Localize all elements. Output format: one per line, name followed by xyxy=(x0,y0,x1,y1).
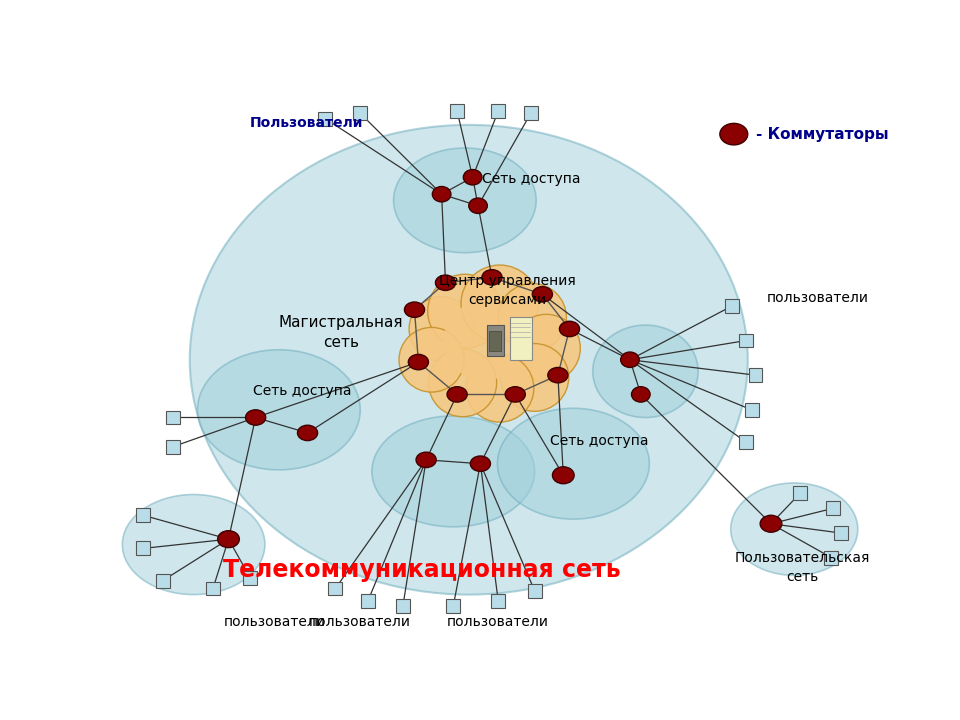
FancyBboxPatch shape xyxy=(450,104,464,118)
Text: пользователи: пользователи xyxy=(767,291,869,305)
Text: Сеть доступа: Сеть доступа xyxy=(482,172,580,186)
Text: Телекоммуникационная сеть: Телекоммуникационная сеть xyxy=(224,558,621,582)
FancyBboxPatch shape xyxy=(319,112,332,126)
FancyBboxPatch shape xyxy=(489,331,501,351)
Ellipse shape xyxy=(408,354,428,370)
FancyBboxPatch shape xyxy=(396,599,410,613)
Ellipse shape xyxy=(532,287,552,302)
Ellipse shape xyxy=(632,387,650,402)
FancyBboxPatch shape xyxy=(446,599,460,613)
Text: пользователи: пользователи xyxy=(224,615,326,629)
Circle shape xyxy=(428,349,496,417)
Ellipse shape xyxy=(122,495,265,595)
Text: Сеть доступа: Сеть доступа xyxy=(550,433,648,448)
FancyBboxPatch shape xyxy=(524,107,538,120)
FancyBboxPatch shape xyxy=(136,541,150,555)
FancyBboxPatch shape xyxy=(166,410,180,424)
Circle shape xyxy=(409,297,474,361)
Ellipse shape xyxy=(464,169,482,185)
Text: Пользователи: Пользователи xyxy=(251,117,364,130)
FancyBboxPatch shape xyxy=(487,325,504,356)
Ellipse shape xyxy=(720,123,748,145)
Ellipse shape xyxy=(198,350,360,470)
FancyBboxPatch shape xyxy=(353,107,368,120)
FancyBboxPatch shape xyxy=(156,574,170,588)
FancyBboxPatch shape xyxy=(166,440,180,454)
Ellipse shape xyxy=(548,367,568,383)
FancyBboxPatch shape xyxy=(528,584,541,598)
Text: Сеть доступа: Сеть доступа xyxy=(252,384,351,397)
Ellipse shape xyxy=(621,352,639,367)
FancyBboxPatch shape xyxy=(206,582,220,595)
FancyBboxPatch shape xyxy=(510,318,532,360)
Ellipse shape xyxy=(190,125,748,595)
FancyBboxPatch shape xyxy=(794,486,807,500)
Ellipse shape xyxy=(416,452,436,467)
FancyBboxPatch shape xyxy=(834,526,848,540)
Text: пользователи: пользователи xyxy=(309,615,411,629)
Text: Пользовательская
сеть: Пользовательская сеть xyxy=(734,552,870,584)
Ellipse shape xyxy=(372,416,535,527)
Ellipse shape xyxy=(482,270,502,285)
FancyBboxPatch shape xyxy=(739,333,754,348)
Ellipse shape xyxy=(246,410,266,426)
FancyBboxPatch shape xyxy=(243,571,257,585)
Ellipse shape xyxy=(552,467,574,484)
Ellipse shape xyxy=(394,148,537,253)
Ellipse shape xyxy=(592,325,698,418)
FancyBboxPatch shape xyxy=(725,299,739,312)
Text: пользователи: пользователи xyxy=(447,615,549,629)
Ellipse shape xyxy=(470,456,491,472)
Ellipse shape xyxy=(404,302,424,318)
Ellipse shape xyxy=(298,426,318,441)
FancyBboxPatch shape xyxy=(492,594,505,608)
FancyBboxPatch shape xyxy=(328,582,343,595)
Text: - Коммутаторы: - Коммутаторы xyxy=(756,127,888,142)
FancyBboxPatch shape xyxy=(745,403,758,417)
Circle shape xyxy=(444,300,524,381)
Ellipse shape xyxy=(760,516,781,532)
Circle shape xyxy=(498,284,566,351)
FancyBboxPatch shape xyxy=(136,508,150,522)
Circle shape xyxy=(427,274,502,348)
FancyBboxPatch shape xyxy=(826,501,840,516)
Circle shape xyxy=(399,328,464,392)
Circle shape xyxy=(500,343,568,411)
Ellipse shape xyxy=(505,387,525,402)
FancyBboxPatch shape xyxy=(361,594,375,608)
Ellipse shape xyxy=(468,198,488,213)
Text: Магистральная
сеть: Магистральная сеть xyxy=(278,315,403,350)
Ellipse shape xyxy=(731,483,858,575)
Ellipse shape xyxy=(447,387,468,402)
Circle shape xyxy=(512,315,581,382)
Circle shape xyxy=(466,354,534,422)
Text: Центр управления
сервисами: Центр управления сервисами xyxy=(439,274,576,307)
FancyBboxPatch shape xyxy=(492,104,505,118)
Ellipse shape xyxy=(436,275,456,290)
FancyBboxPatch shape xyxy=(739,435,754,449)
FancyBboxPatch shape xyxy=(749,368,762,382)
Circle shape xyxy=(461,265,539,342)
Ellipse shape xyxy=(432,186,451,202)
Ellipse shape xyxy=(560,321,580,337)
FancyBboxPatch shape xyxy=(825,551,838,564)
Ellipse shape xyxy=(497,408,649,519)
Ellipse shape xyxy=(218,531,239,548)
